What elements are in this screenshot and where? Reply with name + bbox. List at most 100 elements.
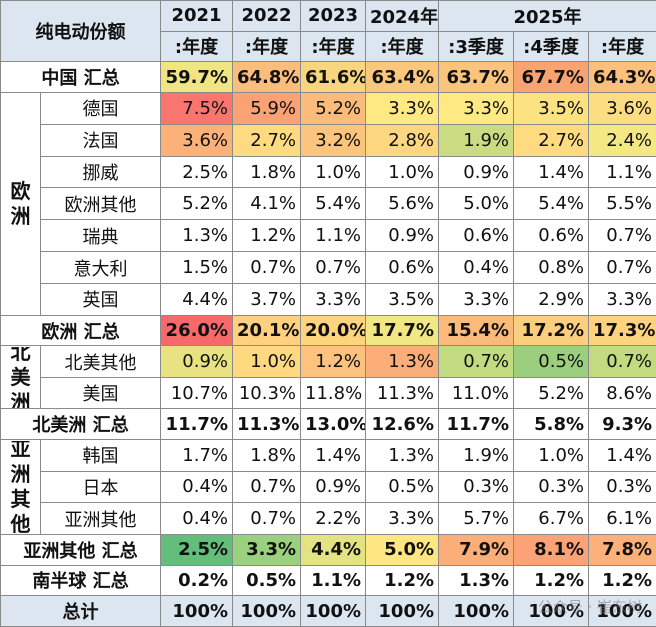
value-cell: 0.7% <box>232 251 301 284</box>
value-cell: 1.2% <box>300 345 366 378</box>
value-cell: 0.6% <box>365 251 439 284</box>
group-cell: 亚洲其他 <box>0 439 41 535</box>
value-cell: 1.2% <box>513 564 589 597</box>
value-cell: 2.5% <box>160 533 233 566</box>
value-cell: 0.4% <box>160 502 233 535</box>
year-header: 2025年 <box>438 0 656 32</box>
period-header: :年度 <box>588 30 656 63</box>
value-cell: 0.3% <box>438 470 514 504</box>
value-cell: 3.6% <box>588 91 656 125</box>
value-cell: 5.0% <box>438 187 514 221</box>
value-cell: 7.9% <box>438 533 514 566</box>
data-row: 北美洲 北美其他 0.9% 1.0% 1.2% 1.3% 0.7% 0.5% 0.7% <box>0 345 656 410</box>
value-cell: 11.3% <box>365 376 439 410</box>
value-cell: 17.7% <box>365 314 439 347</box>
value-cell: 0.2% <box>160 564 233 597</box>
value-cell: 3.3% <box>438 91 514 125</box>
value-cell: 1.3% <box>160 219 233 253</box>
row-label: 总计 <box>0 595 161 627</box>
value-cell: 100% <box>232 595 301 627</box>
value-cell: 11.3% <box>232 408 301 441</box>
value-cell: 1.3% <box>365 345 439 378</box>
value-cell: 59.7% <box>160 61 233 93</box>
summary-row: 亚洲其他 汇总 2.5% 3.3% 4.4% 5.0% 7.9% 8.1% 7.8% <box>0 533 656 566</box>
value-cell: 2.8% <box>365 123 439 157</box>
row-label: 瑞典 <box>40 219 161 253</box>
value-cell: 2.2% <box>300 502 366 535</box>
period-header: :4季度 <box>513 30 589 63</box>
value-cell: 7.5% <box>160 91 233 125</box>
value-cell: 100% <box>513 595 589 627</box>
row-label: 挪威 <box>40 155 161 189</box>
data-row: 亚洲其他 韩国 1.7% 1.8% 1.4% 1.3% 1.9% 1.0% 1.4% <box>0 439 656 535</box>
period-header: :年度 <box>160 30 233 63</box>
row-label: 德国 <box>40 91 161 125</box>
value-cell: 10.7% <box>160 376 233 410</box>
value-cell: 1.4% <box>513 155 589 189</box>
value-cell: 1.0% <box>300 155 366 189</box>
value-cell: 61.6% <box>300 61 366 93</box>
value-cell: 3.7% <box>232 282 301 316</box>
value-cell: 0.5% <box>365 470 439 504</box>
data-row: 英国 4.4% 3.7% 3.3% 3.5% 3.3% 2.9% 3.3% <box>1 282 656 316</box>
row-label: 中国 汇总 <box>0 61 161 93</box>
value-cell: 9.3% <box>588 408 656 441</box>
value-cell: 11.7% <box>160 408 233 441</box>
value-cell: 0.8% <box>513 251 589 284</box>
value-cell: 4.4% <box>300 533 366 566</box>
value-cell: 67.7% <box>513 61 589 93</box>
value-cell: 100% <box>588 595 656 627</box>
period-header: :3季度 <box>438 30 514 63</box>
value-cell: 1.2% <box>365 564 439 597</box>
value-cell: 2.7% <box>232 123 301 157</box>
value-cell: 5.6% <box>365 187 439 221</box>
value-cell: 0.9% <box>300 470 366 504</box>
value-cell: 0.9% <box>365 219 439 253</box>
value-cell: 1.3% <box>438 564 514 597</box>
value-cell: 63.7% <box>438 61 514 93</box>
value-cell: 3.3% <box>365 91 439 125</box>
header-row: 纯电动份额 2021 2022 2023 2024年 2025年 <box>0 0 656 63</box>
data-row: 日本 0.4% 0.7% 0.9% 0.5% 0.3% 0.3% 0.3% <box>1 470 656 504</box>
row-label: 美国 <box>40 376 161 410</box>
value-cell: 10.3% <box>232 376 301 410</box>
data-row: 意大利 1.5% 0.7% 0.7% 0.6% 0.4% 0.8% 0.7% <box>1 251 656 284</box>
row-label: 亚洲其他 汇总 <box>0 533 161 566</box>
value-cell: 3.5% <box>365 282 439 316</box>
value-cell: 1.3% <box>365 439 439 472</box>
summary-row: 北美洲 汇总 11.7% 11.3% 13.0% 12.6% 11.7% 5.8% 9.3% <box>0 408 656 441</box>
year-header: 2022 <box>232 0 301 32</box>
value-cell: 3.5% <box>513 91 589 125</box>
value-cell: 5.7% <box>438 502 514 535</box>
value-cell: 0.3% <box>513 470 589 504</box>
value-cell: 0.7% <box>232 502 301 535</box>
value-cell: 1.0% <box>365 155 439 189</box>
corner-header: 纯电动份额 <box>0 0 161 63</box>
value-cell: 0.5% <box>513 345 589 378</box>
value-cell: 5.4% <box>513 187 589 221</box>
value-cell: 1.4% <box>300 439 366 472</box>
value-cell: 3.3% <box>588 282 656 316</box>
header-row: :年度:年度:年度:年度:3季度:4季度:年度 <box>1 30 656 63</box>
value-cell: 0.6% <box>513 219 589 253</box>
row-label: 意大利 <box>40 251 161 284</box>
value-cell: 1.1% <box>300 564 366 597</box>
value-cell: 1.0% <box>232 345 301 378</box>
value-cell: 1.0% <box>513 439 589 472</box>
group-label: 亚洲其他 <box>10 441 31 533</box>
data-row: 法国 3.6% 2.7% 3.2% 2.8% 1.9% 2.7% 2.4% <box>1 123 656 157</box>
row-label: 欧洲 汇总 <box>0 314 161 347</box>
value-cell: 100% <box>438 595 514 627</box>
value-cell: 5.2% <box>513 376 589 410</box>
value-cell: 1.9% <box>438 123 514 157</box>
value-cell: 0.4% <box>438 251 514 284</box>
row-label: 法国 <box>40 123 161 157</box>
value-cell: 5.8% <box>513 408 589 441</box>
period-header: :年度 <box>300 30 366 63</box>
value-cell: 3.3% <box>232 533 301 566</box>
value-cell: 0.7% <box>588 251 656 284</box>
value-cell: 0.7% <box>232 470 301 504</box>
summary-row: 欧洲 汇总 26.0% 20.1% 20.0% 17.7% 15.4% 17.2% 17.3% <box>0 314 656 347</box>
data-row: 欧洲 德国 7.5% 5.9% 5.2% 3.3% 3.3% 3.5% 3.6% <box>0 91 656 316</box>
value-cell: 2.5% <box>160 155 233 189</box>
